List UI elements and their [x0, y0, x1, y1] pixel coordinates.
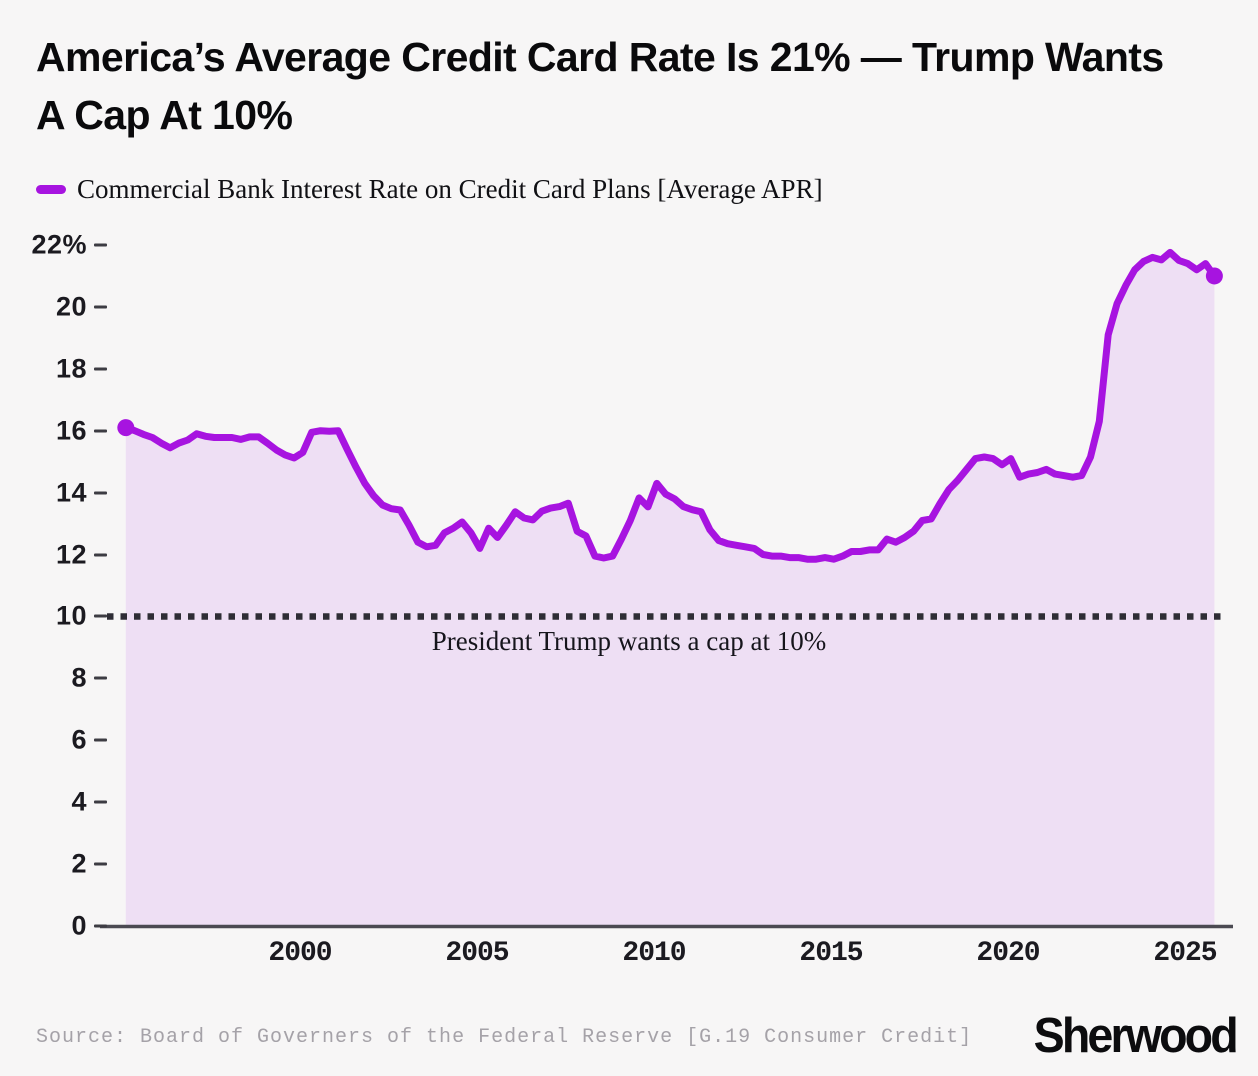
page-title: America’s Average Credit Card Rate Is 21… — [36, 34, 1164, 138]
y-tick-dash-icon — [94, 305, 107, 309]
x-axis-tick-2010: 2010 — [622, 938, 686, 969]
y-tick-dash-icon — [94, 614, 107, 618]
y-tick-dash-icon — [94, 924, 107, 928]
x-axis-tick-2025: 2025 — [1153, 938, 1217, 969]
y-axis-tick-20: 20 — [0, 291, 107, 322]
y-tick-dash-icon — [94, 676, 107, 680]
y-tick-label: 2 — [71, 848, 87, 879]
y-tick-dash-icon — [94, 738, 107, 742]
y-tick-label: 12 — [55, 539, 87, 570]
y-axis-tick-16: 16 — [0, 415, 107, 446]
legend: Commercial Bank Interest Rate on Credit … — [36, 174, 823, 205]
y-axis-tick-14: 14 — [0, 477, 107, 508]
y-tick-dash-icon — [94, 491, 107, 495]
chart-line — [122, 248, 1218, 563]
y-axis-tick-22: 22% — [0, 230, 107, 261]
y-tick-dash-icon — [94, 862, 107, 866]
y-tick-label: 18 — [55, 353, 87, 384]
y-tick-dash-icon — [94, 367, 107, 371]
y-axis-tick-8: 8 — [0, 663, 107, 694]
y-tick-dash-icon — [94, 800, 107, 804]
y-tick-dash-icon — [94, 243, 107, 247]
y-tick-label: 16 — [55, 415, 87, 446]
x-axis-tick-2005: 2005 — [445, 938, 509, 969]
y-tick-label: 14 — [55, 477, 87, 508]
x-axis-tick-2015: 2015 — [799, 938, 863, 969]
cap-annotation: President Trump wants a cap at 10% — [431, 626, 827, 657]
y-axis-tick-12: 12 — [0, 539, 107, 570]
y-tick-dash-icon — [94, 553, 107, 557]
y-tick-label: 8 — [71, 662, 87, 693]
y-tick-dash-icon — [94, 429, 107, 433]
y-tick-label: 6 — [71, 724, 87, 755]
source-note: Source: Board of Governers of the Federa… — [36, 1026, 973, 1049]
y-axis-tick-2: 2 — [0, 849, 107, 880]
y-axis-tick-6: 6 — [0, 725, 107, 756]
sherwood-logo: Sherwood — [1033, 1009, 1239, 1063]
y-tick-label: 10 — [55, 600, 87, 631]
y-tick-label: 0 — [71, 910, 87, 941]
x-axis-tick-2000: 2000 — [268, 938, 332, 969]
y-axis-tick-4: 4 — [0, 787, 107, 818]
chart-start-dot — [117, 419, 135, 437]
legend-label: Commercial Bank Interest Rate on Credit … — [77, 174, 823, 204]
y-axis-tick-18: 18 — [0, 353, 107, 384]
y-tick-label: 20 — [55, 291, 87, 322]
x-axis-tick-2020: 2020 — [976, 938, 1040, 969]
chart-end-dot — [1205, 267, 1223, 285]
legend-line-swatch-icon — [36, 185, 66, 194]
y-axis-tick-10: 10 — [0, 601, 107, 632]
chart-area-fill — [125, 252, 1215, 926]
y-tick-label: 4 — [71, 786, 87, 817]
y-tick-label: 22% — [31, 229, 87, 260]
y-axis-tick-0: 0 — [0, 911, 107, 942]
